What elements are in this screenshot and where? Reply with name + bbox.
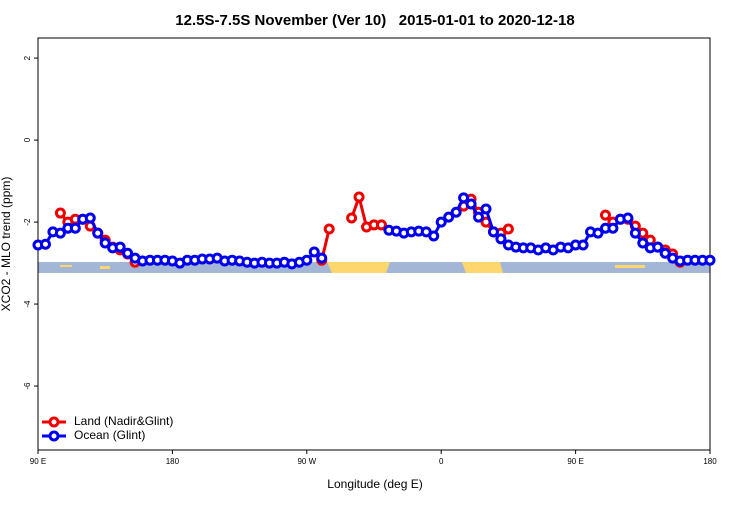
- data-point: [375, 219, 387, 231]
- land-patch: [327, 262, 390, 273]
- data-point: [308, 246, 320, 258]
- legend-label: Land (Nadir&Glint): [74, 414, 173, 428]
- series-line: [37, 216, 323, 266]
- data-point: [592, 227, 604, 239]
- data-point: [301, 254, 313, 266]
- data-point: [428, 230, 440, 242]
- y-tick-label: 0: [23, 137, 32, 142]
- legend-marker: [48, 416, 60, 428]
- y-tick-label: -2: [23, 218, 32, 226]
- land-patch: [100, 266, 110, 269]
- plot-frame: [37, 37, 711, 451]
- legend-marker: [48, 430, 60, 442]
- land-patch: [60, 265, 72, 267]
- data-point: [659, 247, 671, 259]
- data-point: [316, 252, 328, 264]
- data-point: [92, 227, 104, 239]
- map-strip: [38, 262, 710, 273]
- data-point: [114, 241, 126, 253]
- land-patch: [615, 265, 645, 268]
- data-point: [629, 227, 641, 239]
- data-point: [502, 223, 514, 235]
- data-point: [577, 239, 589, 251]
- data-point: [652, 241, 664, 253]
- x-tick-label: 90 W: [297, 457, 316, 466]
- data-point: [69, 222, 81, 234]
- data-point: [122, 247, 134, 259]
- data-point: [39, 238, 51, 250]
- data-point: [487, 226, 499, 238]
- y-tick-label: -4: [23, 300, 32, 308]
- series: [32, 192, 716, 270]
- data-point: [458, 192, 470, 204]
- y-tick-label: 2: [23, 55, 32, 60]
- data-point: [450, 206, 462, 218]
- y-axis-label: XCO2 - MLO trend (ppm): [0, 177, 13, 312]
- x-tick-label: 0: [439, 457, 444, 466]
- legend-label: Ocean (Glint): [74, 428, 145, 442]
- data-point: [435, 216, 447, 228]
- x-axis-label: Longitude (deg E): [327, 477, 422, 491]
- land-patch: [462, 262, 503, 273]
- data-point: [353, 191, 365, 203]
- x-tick-label: 90 E: [30, 457, 46, 466]
- data-point: [84, 212, 96, 224]
- data-point: [622, 212, 634, 224]
- data-point: [54, 227, 66, 239]
- data-point: [607, 222, 619, 234]
- x-tick-label: 90 E: [567, 457, 583, 466]
- chart-title: 12.5S-7.5S November (Ver 10) 2015-01-01 …: [175, 12, 574, 29]
- data-point: [704, 254, 716, 266]
- x-tick-label: 180: [166, 457, 180, 466]
- data-point: [323, 223, 335, 235]
- data-point: [473, 211, 485, 223]
- x-tick-label: 180: [703, 457, 717, 466]
- data-point: [465, 198, 477, 210]
- data-point: [99, 237, 111, 249]
- data-point: [443, 211, 455, 223]
- data-point: [637, 237, 649, 249]
- data-point: [54, 207, 66, 219]
- data-point: [480, 203, 492, 215]
- data-point: [346, 212, 358, 224]
- data-point: [495, 233, 507, 245]
- data-point: [599, 209, 611, 221]
- y-tick-label: -6: [23, 382, 32, 390]
